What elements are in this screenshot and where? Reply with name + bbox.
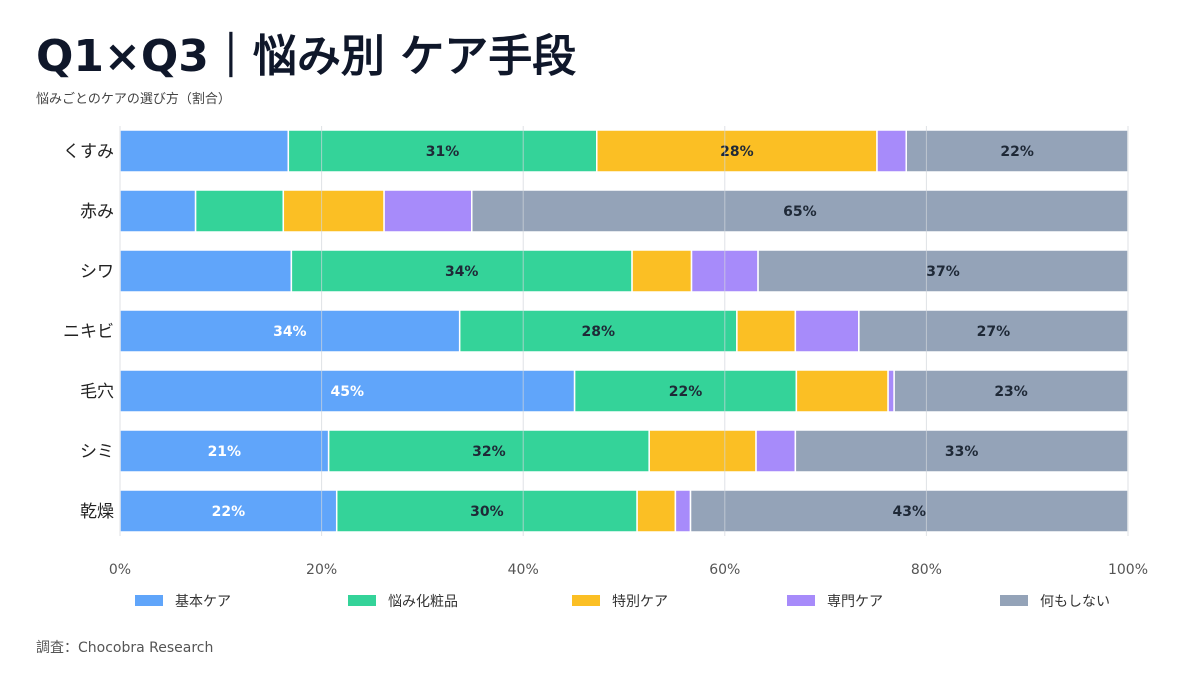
bar-segment: [674, 489, 692, 533]
category-label: 乾燥: [80, 502, 114, 522]
data-label: 34%: [273, 324, 307, 340]
data-label: 21%: [208, 444, 242, 460]
bar-segment: [119, 369, 576, 413]
category-label: くすみ: [63, 142, 114, 162]
data-label: 30%: [470, 504, 504, 520]
x-tick-label: 80%: [911, 562, 942, 578]
bar-segment: [119, 309, 461, 353]
data-label: 28%: [582, 324, 616, 340]
bar-segment: [290, 249, 633, 293]
bar-segment: [648, 429, 757, 473]
bar-segment: [689, 489, 1129, 533]
data-label: 28%: [720, 144, 754, 160]
bar-segment: [327, 429, 650, 473]
data-label: 27%: [977, 324, 1011, 340]
bar-segment: [282, 189, 385, 233]
chart-subtitle: 悩みごとのケアの選び方（割合）: [36, 92, 231, 107]
data-label: 34%: [445, 264, 479, 280]
bar-segment: [757, 249, 1129, 293]
data-label: 32%: [472, 444, 506, 460]
data-label: 22%: [212, 504, 246, 520]
bar-segment: [194, 189, 285, 233]
legend-label: 特別ケア: [612, 594, 668, 610]
chart-title: Q1×Q3｜悩み別 ケア手段: [36, 31, 577, 82]
bar-segment: [794, 429, 1129, 473]
bar-segment: [858, 309, 1129, 353]
bar-segment: [458, 309, 738, 353]
data-label: 22%: [669, 384, 703, 400]
data-label: 33%: [945, 444, 979, 460]
bar-segment: [905, 129, 1129, 173]
data-label: 65%: [783, 204, 817, 220]
legend-swatch: [1000, 595, 1028, 606]
data-label: 31%: [426, 144, 460, 160]
bar-segment: [631, 249, 693, 293]
bar-segment: [795, 369, 889, 413]
bar-segment: [794, 309, 860, 353]
legend-label: 何もしない: [1040, 594, 1110, 610]
legend-label: 悩み化粧品: [388, 594, 458, 610]
bar-segment: [119, 189, 197, 233]
bar-segment: [887, 369, 895, 413]
data-label: 43%: [893, 504, 927, 520]
legend-swatch: [135, 595, 163, 606]
legend-swatch: [572, 595, 600, 606]
legend-label: 基本ケア: [175, 593, 231, 610]
x-tick-label: 40%: [508, 562, 539, 578]
bar-segment: [287, 129, 598, 173]
bar-segment: [119, 489, 338, 533]
category-label: 赤み: [80, 202, 114, 222]
data-label: 37%: [926, 264, 960, 280]
legend-label: 専門ケア: [827, 594, 883, 610]
bar-segment: [893, 369, 1129, 413]
bar-segment: [119, 129, 290, 173]
legend-swatch: [787, 595, 815, 606]
data-label: 45%: [331, 384, 365, 400]
x-tick-label: 20%: [306, 562, 337, 578]
data-label: 22%: [1000, 144, 1034, 160]
bar-segment: [876, 129, 907, 173]
category-label: シミ: [80, 442, 114, 462]
bar-segment: [636, 489, 677, 533]
x-tick-label: 0%: [109, 562, 131, 578]
bar-segment: [383, 189, 473, 233]
bar-segment: [119, 429, 330, 473]
category-label: ニキビ: [63, 322, 114, 342]
source-note: 調査：Chocobra Research: [36, 640, 214, 656]
x-tick-label: 60%: [709, 562, 740, 578]
data-label: 23%: [994, 384, 1028, 400]
category-label: 毛穴: [80, 382, 114, 402]
bar-segment: [755, 429, 797, 473]
category-label: シワ: [80, 262, 114, 282]
bar-segment: [119, 249, 293, 293]
x-tick-label: 100%: [1108, 562, 1148, 578]
bar-segment: [736, 309, 797, 353]
legend-swatch: [348, 595, 376, 606]
